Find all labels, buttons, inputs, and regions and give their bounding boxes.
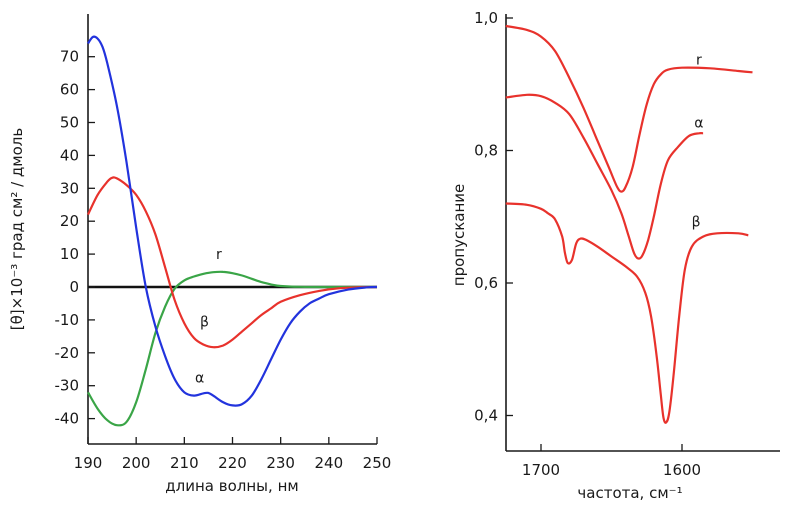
- cd-x-tick-label: 250: [363, 454, 392, 472]
- ir-x-tick-label: 1700: [522, 461, 560, 479]
- cd-x-tick-label: 210: [170, 454, 199, 472]
- cd-series-label: α: [195, 370, 204, 386]
- ir-series-label: β: [692, 215, 701, 231]
- cd-series-r-line: [87, 270, 377, 427]
- ir-y-tick-label: 0,8: [474, 142, 498, 160]
- ir-y-tick-label: 1,0: [474, 9, 498, 27]
- cd-x-axis-label: длина волны, нм: [165, 477, 298, 495]
- ir-series-label: r: [696, 52, 702, 68]
- cd-y-tick-label: -20: [55, 344, 80, 362]
- cd-y-tick-label: 20: [60, 212, 79, 230]
- cd-series-label: β: [200, 314, 209, 330]
- ir-series-β-line: [505, 202, 749, 424]
- ir-series-r-line: [505, 24, 753, 193]
- cd-y-tick-label: 0: [69, 278, 79, 296]
- cd-ticks: 190 200 210 220 230 240 250 -40 -30 -20 -10 0 10 20 30…: [55, 48, 392, 472]
- cd-x-tick-label: 220: [218, 454, 247, 472]
- cd-y-tick-label: 40: [60, 146, 79, 164]
- cd-axes: [87, 14, 377, 445]
- ir-ticks: 1700 1600 0,4 0,6 0,8 1,0: [474, 9, 701, 479]
- ir-series-α-line: [505, 93, 704, 260]
- cd-y-axis-label: [θ]×10⁻³ град см² / дмоль: [8, 128, 26, 330]
- ir-curve-labels: r α β: [692, 52, 704, 230]
- cd-spectrum-chart: 190 200 210 220 230 240 250 -40 -30 -20 -10 0 10 20 30…: [8, 14, 392, 495]
- ir-series: [505, 24, 753, 424]
- cd-y-tick-label: 70: [60, 48, 79, 66]
- cd-x-tick-label: 230: [266, 454, 295, 472]
- cd-y-tick-label: 30: [60, 179, 79, 197]
- ir-series-label: α: [694, 115, 703, 131]
- cd-y-tick-label: -10: [55, 311, 80, 329]
- ir-y-tick-label: 0,6: [474, 274, 498, 292]
- cd-y-tick-label: 50: [60, 114, 79, 132]
- ir-y-tick-label: 0,4: [474, 407, 498, 425]
- cd-series-α-line: [87, 35, 378, 407]
- cd-y-tick-label: 60: [60, 81, 79, 99]
- ir-x-axis-label: частота, см⁻¹: [577, 484, 682, 502]
- ir-axes: [505, 14, 780, 452]
- cd-series-β-line: [87, 176, 378, 349]
- cd-x-tick-label: 200: [122, 454, 151, 472]
- cd-x-tick-label: 190: [74, 454, 103, 472]
- ir-x-tick-label: 1600: [663, 461, 701, 479]
- cd-y-tick-label: -40: [55, 410, 80, 428]
- cd-curve-labels: r β α: [195, 247, 222, 386]
- cd-x-tick-label: 240: [315, 454, 344, 472]
- cd-series: [87, 35, 378, 427]
- ir-y-axis-label: пропускание: [450, 184, 468, 286]
- cd-y-tick-label: -30: [55, 377, 80, 395]
- cd-y-tick-label: 10: [60, 245, 79, 263]
- ir-spectrum-chart: 1700 1600 0,4 0,6 0,8 1,0 r α β частота, см⁻¹ п…: [450, 9, 780, 502]
- cd-series-label: r: [216, 247, 222, 263]
